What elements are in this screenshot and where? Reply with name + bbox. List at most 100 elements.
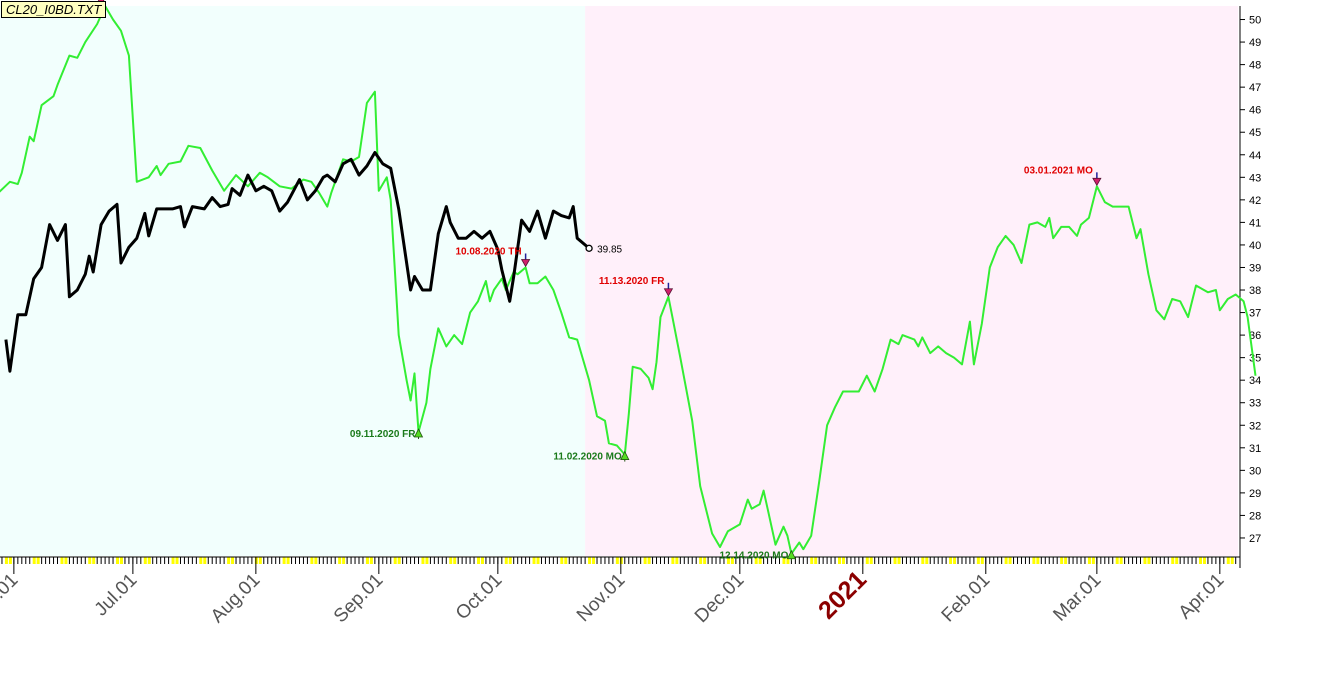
weekend-tick xyxy=(532,557,536,564)
weekend-tick xyxy=(838,557,842,564)
high-annotation-label: 03.01.2021 MO xyxy=(1024,165,1093,176)
x-tick-label: Sep.01 xyxy=(330,570,387,627)
weekend-tick xyxy=(199,557,203,564)
weekend-tick xyxy=(504,557,508,564)
y-tick-label: 29 xyxy=(1249,488,1261,500)
weekend-tick xyxy=(647,557,651,564)
weekend-tick xyxy=(92,557,96,564)
y-tick-label: 30 xyxy=(1249,465,1261,477)
weekend-tick xyxy=(397,557,401,564)
y-tick-label: 44 xyxy=(1249,150,1261,162)
high-annotation-label: 11.13.2020 FR xyxy=(599,276,665,287)
low-annotation-label: 09.11.2020 FR xyxy=(350,429,416,440)
weekend-tick xyxy=(453,557,457,564)
y-tick-label: 47 xyxy=(1249,82,1261,94)
weekend-tick xyxy=(643,557,647,564)
weekend-tick xyxy=(365,557,369,564)
weekend-tick xyxy=(119,557,123,564)
background-zone-right xyxy=(585,6,1238,556)
background-zone-left xyxy=(0,6,586,556)
high-marker-arrow xyxy=(520,259,531,268)
x-tick-label: Apr.01 xyxy=(1175,570,1229,624)
weekend-tick xyxy=(32,557,36,564)
x-tick-label: Feb.01 xyxy=(938,570,995,627)
x-tick-label: Jun.01 xyxy=(0,570,22,625)
y-tick-label: 32 xyxy=(1249,420,1261,432)
high-annotation-label: 10.08.2020 TH xyxy=(455,246,521,257)
weekend-tick xyxy=(592,557,596,564)
weekend-tick xyxy=(1199,557,1203,564)
weekend-tick xyxy=(342,557,346,564)
weekend-tick xyxy=(810,557,814,564)
y-tick-label: 48 xyxy=(1249,60,1261,72)
weekend-tick xyxy=(36,557,40,564)
weekend-tick xyxy=(1087,557,1091,564)
weekend-tick xyxy=(421,557,425,564)
weekend-tick xyxy=(286,557,290,564)
y-tick-label: 50 xyxy=(1249,15,1261,27)
weekend-tick xyxy=(64,557,68,564)
y-tick-label: 43 xyxy=(1249,172,1261,184)
weekend-tick xyxy=(314,557,318,564)
low-annotation-label: 11.02.2020 MO xyxy=(553,452,622,463)
weekend-tick xyxy=(615,557,619,564)
weekend-tick xyxy=(754,557,758,564)
x-tick-label: Dec.01 xyxy=(691,570,748,627)
weekend-tick xyxy=(976,557,980,564)
last-value-label: 39.85 xyxy=(597,244,622,255)
y-tick-label: 34 xyxy=(1249,375,1261,387)
weekend-tick xyxy=(1147,557,1151,564)
x-tick-label: Jul.01 xyxy=(91,570,142,621)
last-value-dot xyxy=(585,244,593,252)
weekend-tick xyxy=(897,557,901,564)
x-tick-label: Nov.01 xyxy=(573,570,629,626)
y-tick-label: 35 xyxy=(1249,353,1261,365)
weekend-tick xyxy=(477,557,481,564)
weekend-tick xyxy=(1119,557,1123,564)
weekend-tick xyxy=(980,557,984,564)
high-marker-arrow xyxy=(663,288,674,297)
weekend-tick xyxy=(758,557,762,564)
weekend-tick xyxy=(4,557,8,564)
weekend-tick xyxy=(310,557,314,564)
weekend-tick xyxy=(841,557,845,564)
y-tick-label: 49 xyxy=(1249,37,1261,49)
weekend-tick xyxy=(865,557,869,564)
weekend-tick xyxy=(782,557,786,564)
weekend-tick xyxy=(258,557,262,564)
weekend-tick xyxy=(1115,557,1119,564)
weekend-tick xyxy=(893,557,897,564)
y-tick-label: 46 xyxy=(1249,105,1261,117)
weekend-tick xyxy=(1171,557,1175,564)
y-tick-label: 41 xyxy=(1249,217,1261,229)
weekend-tick xyxy=(536,557,540,564)
weekend-tick xyxy=(203,557,207,564)
weekend-tick xyxy=(480,557,484,564)
weekend-tick xyxy=(814,557,818,564)
x-tick-label: Aug.01 xyxy=(207,570,264,627)
high-marker-arrow xyxy=(1092,177,1102,187)
weekend-tick xyxy=(921,557,925,564)
weekend-tick xyxy=(116,557,120,564)
weekend-tick xyxy=(88,557,92,564)
weekend-tick xyxy=(1004,557,1008,564)
weekend-tick xyxy=(1008,557,1012,564)
weekend-tick xyxy=(1036,557,1040,564)
weekend-tick xyxy=(393,557,397,564)
weekend-tick xyxy=(925,557,929,564)
y-tick-label: 36 xyxy=(1249,330,1261,342)
weekend-tick xyxy=(508,557,512,564)
x-tick-label: Oct.01 xyxy=(452,570,506,624)
weekend-tick xyxy=(227,557,231,564)
weekend-tick xyxy=(1091,557,1095,564)
series-line-compare xyxy=(4,151,591,373)
y-tick-label: 33 xyxy=(1249,398,1261,410)
weekend-tick xyxy=(726,557,730,564)
weekend-tick xyxy=(147,557,151,564)
low-annotation-label: 12.14.2020 MO xyxy=(719,551,788,562)
weekend-tick xyxy=(1175,557,1179,564)
weekend-tick xyxy=(786,557,790,564)
weekend-tick xyxy=(1202,557,1206,564)
